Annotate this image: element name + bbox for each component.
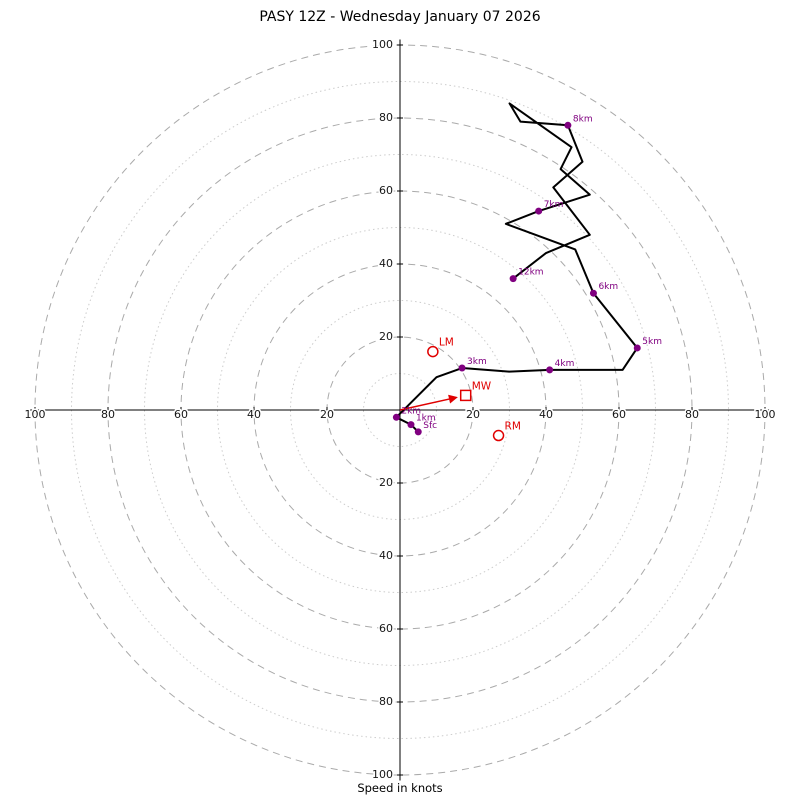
svg-text:80: 80 — [379, 695, 393, 708]
level-label-12km: 12km — [518, 268, 543, 278]
level-label-6km: 6km — [598, 282, 618, 292]
x-axis-label: Speed in knots — [357, 781, 442, 795]
level-label-8km: 8km — [573, 114, 593, 124]
chart-title: PASY 12Z - Wednesday January 07 2026 — [259, 9, 540, 25]
level-dot-2km — [392, 413, 400, 421]
level-label-1km: 1km — [416, 414, 436, 424]
svg-text:100: 100 — [25, 408, 46, 421]
level-dot-5km — [633, 344, 641, 352]
svg-text:60: 60 — [612, 408, 626, 421]
level-dot-12km — [509, 275, 517, 283]
svg-text:60: 60 — [379, 184, 393, 197]
storm-marker-label-rm: RM — [505, 421, 521, 433]
storm-marker-label-mw: MW — [472, 380, 492, 392]
level-label-4km: 4km — [555, 359, 575, 369]
svg-text:80: 80 — [101, 408, 115, 421]
level-dot-1km — [407, 421, 415, 429]
svg-text:20: 20 — [466, 408, 480, 421]
level-label-5km: 5km — [642, 337, 662, 347]
level-label-2km: 2km — [401, 406, 421, 416]
svg-text:80: 80 — [685, 408, 699, 421]
svg-text:100: 100 — [372, 768, 393, 781]
svg-text:60: 60 — [174, 408, 188, 421]
level-dot-8km — [564, 121, 572, 129]
svg-text:60: 60 — [379, 622, 393, 635]
svg-text:40: 40 — [379, 549, 393, 562]
level-dot-7km — [535, 207, 543, 215]
level-dot-6km — [589, 289, 597, 297]
svg-text:40: 40 — [539, 408, 553, 421]
svg-text:40: 40 — [247, 408, 261, 421]
storm-motion-markers: LM RM MW — [399, 337, 521, 442]
svg-text:100: 100 — [372, 38, 393, 51]
hodograph-trace — [395, 102, 639, 433]
level-label-7km: 7km — [544, 200, 564, 210]
level-label-sfc: Sfc — [423, 421, 437, 431]
axes — [29, 39, 771, 781]
level-dot-4km — [546, 366, 554, 374]
svg-text:40: 40 — [379, 257, 393, 270]
axis-tick-labels: 20 20 20 20 40 40 40 40 60 60 60 60 80 80 80 80 100 100 10… — [23, 37, 777, 783]
svg-text:20: 20 — [379, 476, 393, 489]
svg-text:100: 100 — [755, 408, 776, 421]
svg-text:80: 80 — [379, 111, 393, 124]
storm-marker-label-lm: LM — [439, 337, 454, 349]
level-label-3km: 3km — [467, 357, 487, 367]
level-dot-sfc — [414, 428, 422, 436]
svg-text:20: 20 — [320, 408, 334, 421]
level-dot-3km — [458, 364, 466, 372]
svg-text:20: 20 — [379, 330, 393, 343]
